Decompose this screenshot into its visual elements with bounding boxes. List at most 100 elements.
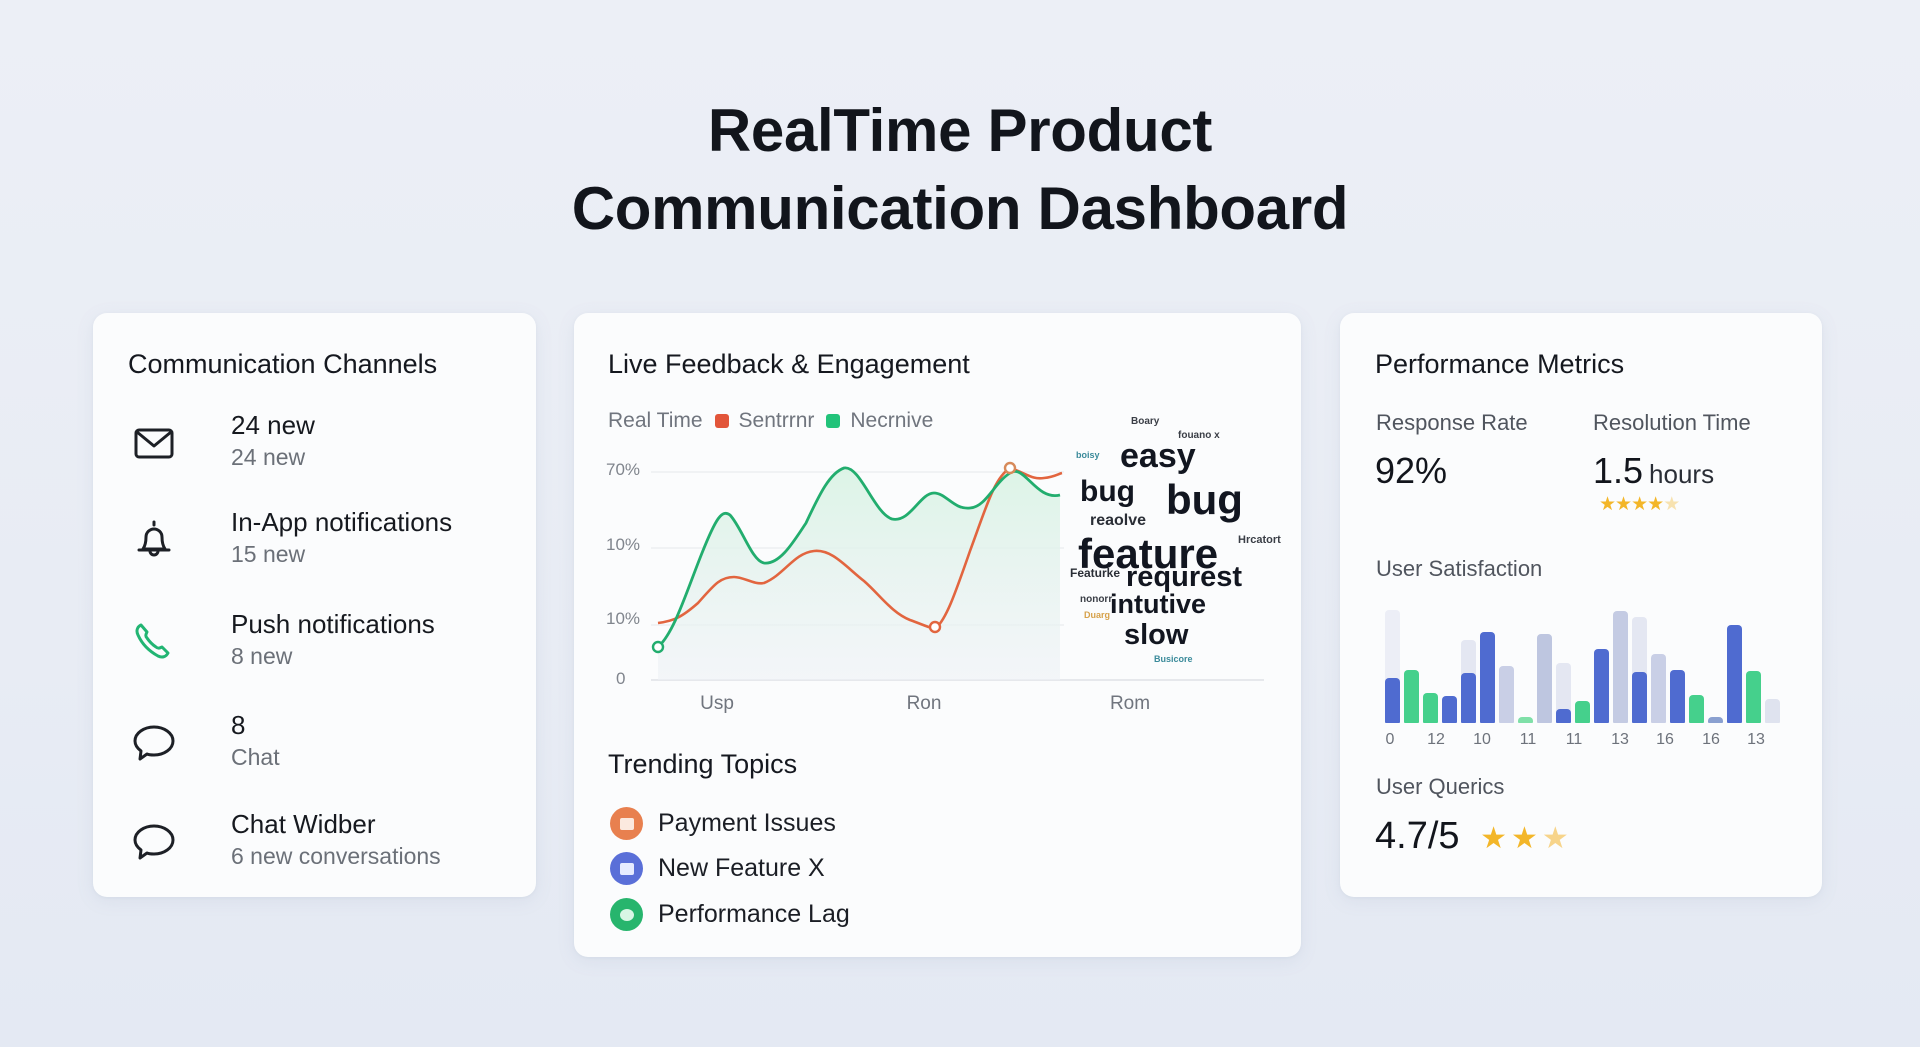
communication-channels-card: Communication Channels 24 new 24 new In-… [93,313,536,897]
word: feature [1078,530,1219,577]
star-icon: ★ [1541,822,1573,855]
word: Featurke [1070,566,1121,580]
bar [1461,673,1476,723]
word: reaolve [1090,512,1147,529]
topic-icon [610,898,643,931]
channel-primary: 24 new [231,410,315,440]
channel-item-email[interactable]: 24 new 24 new [131,410,511,480]
response-rate-label: Response Rate [1376,410,1528,435]
bar [1594,649,1609,723]
trending-topic-new-feature-x[interactable]: New Feature X [610,851,910,887]
channel-primary: 8 [231,710,246,740]
word-cloud: Boary fouano x boisy easy bug bug reaolv… [1066,413,1296,683]
trending-topics-title: Trending Topics [608,749,798,779]
card-title: Performance Metrics [1375,349,1625,379]
page-title-line-2: Communication Dashboard [571,175,1349,242]
bar [1404,670,1419,723]
channel-item-chat[interactable]: 8 Chat [131,710,511,780]
channel-secondary: 6 new conversations [231,843,441,869]
data-point [1003,461,1017,475]
star-icon: ★ [1511,822,1542,855]
bar [1765,699,1780,723]
x-tick: 13 [1611,731,1629,748]
phone-icon [135,623,170,659]
x-tick: 10 [1473,731,1491,748]
data-point [928,620,942,634]
card-title: Live Feedback & Engagement [608,349,970,379]
mail-icon [134,428,174,459]
x-tick: 0 [1385,731,1395,748]
bar [1613,611,1628,723]
word: Busicore [1154,654,1193,664]
channel-secondary: 24 new [231,444,306,470]
x-tick: Rom [1109,693,1151,714]
bar-ghost [1556,663,1571,723]
legend-swatch-negative [826,414,841,428]
y-tick: 10% [606,535,641,554]
word: bug [1166,476,1243,523]
bar [1385,678,1400,723]
performance-metrics-card: Performance Metrics Response Rate 92% Re… [1340,313,1822,897]
negative-area [658,467,1060,680]
y-tick: 10% [606,609,641,628]
resolution-time-label: Resolution Time [1593,410,1751,435]
bar [1480,632,1495,723]
channel-item-in-app[interactable]: In-App notifications 15 new [131,507,511,577]
x-tick: 12 [1427,731,1445,748]
bar [1727,625,1742,723]
star-icon: ★ [1631,494,1648,515]
bar [1708,717,1723,723]
user-queries-rating: 4.7/5 ★★★ [1375,815,1573,858]
bar [1575,701,1590,723]
bar [1442,696,1457,723]
x-tick: 16 [1702,731,1720,748]
channel-item-push[interactable]: Push notifications 8 new [131,609,511,679]
response-rate-value: 92% [1375,450,1448,491]
word: Boary [1131,416,1160,427]
word: Hrcatort [1238,534,1281,546]
card-title: Communication Channels [128,349,438,379]
live-feedback-card: Live Feedback & Engagement Real Time Sen… [574,313,1301,957]
channel-secondary: 15 new [231,541,306,567]
y-tick: 70% [606,460,641,479]
bar [1537,634,1552,723]
word: easy [1120,437,1196,475]
word: Duarg [1084,610,1111,620]
resolution-time-value: 1.5 hours [1593,450,1714,492]
star-icon: ★ [1480,822,1511,855]
channel-item-chat-widget[interactable]: Chat Widber 6 new conversations [131,809,511,879]
word: bug [1080,475,1135,508]
x-tick: Ron [906,693,942,714]
bar [1632,672,1647,723]
star-icon: ★ [1599,494,1616,515]
channel-secondary: 8 new [231,643,293,669]
bar [1499,666,1514,723]
page-title: RealTime Product Communication Dashboard [0,92,1920,248]
resolution-stars: ★★★★★ [1599,493,1680,516]
word: boisy [1076,450,1100,460]
satisfaction-bar-chart [1385,608,1785,723]
user-satisfaction-label: User Satisfaction [1376,556,1543,581]
legend-label-sentiment: Sentrrnr [738,409,815,432]
star-icon: ★ [1647,494,1664,515]
word: intutive [1110,589,1207,619]
topic-label: Performance Lag [658,900,850,928]
star-icon: ★ [1615,494,1632,515]
bell-icon [137,520,171,557]
bar [1651,654,1666,723]
satisfaction-x-axis: 0 12 10 11 11 13 16 16 13 [1375,731,1795,755]
x-tick: 11 [1565,731,1583,748]
chat-bubble-icon [133,725,175,761]
bar [1423,693,1438,723]
trending-topic-payment-issues[interactable]: Payment Issues [610,806,910,842]
topic-icon [610,807,643,840]
resolution-time-number: 1.5 [1593,450,1644,491]
topic-label: Payment Issues [658,809,836,837]
star-icon: ★ [1663,494,1680,515]
word: requrest [1126,561,1243,593]
rating-stars: ★★★ [1480,822,1573,855]
trending-topic-performance-lag[interactable]: Performance Lag [610,897,910,933]
bar [1556,709,1571,723]
word: nonorr [1080,594,1113,605]
topic-label: New Feature X [658,854,825,882]
